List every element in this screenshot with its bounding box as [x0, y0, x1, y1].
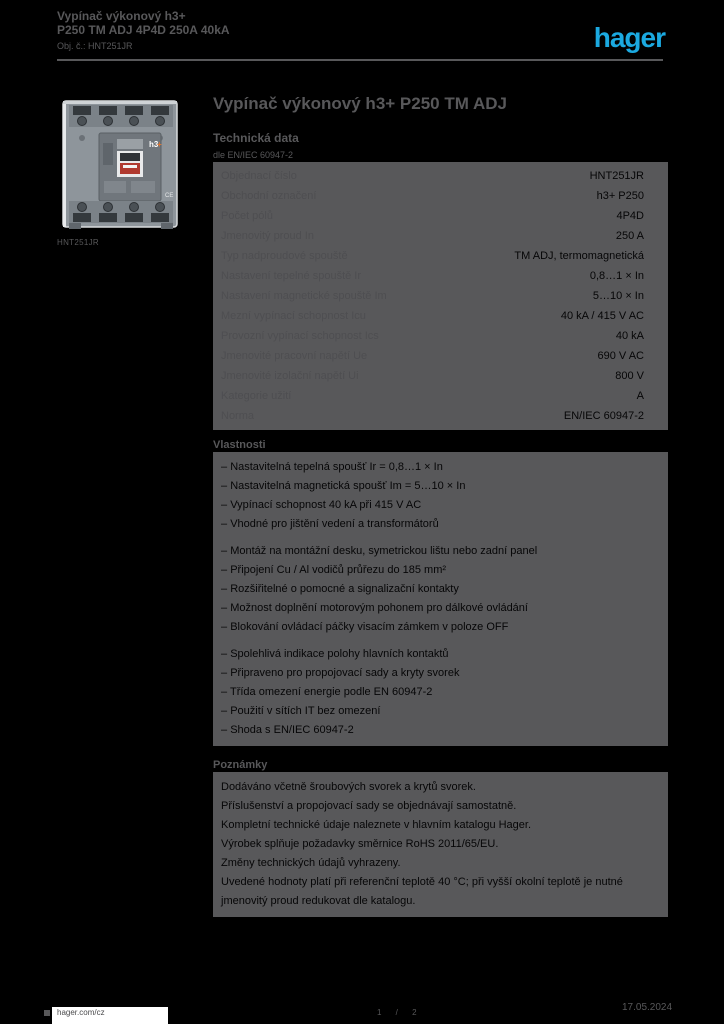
feature-item: Nastavitelná magnetická spoušť Im = 5…10…: [221, 477, 660, 496]
notes-block: Dodáváno včetně šroubových svorek a kryt…: [213, 772, 668, 917]
section-heading-notes: Poznámky: [213, 759, 268, 771]
table-row: Jmenovitý proud In 250 A: [213, 226, 668, 246]
note-line: Kompletní technické údaje naleznete v hl…: [221, 819, 532, 831]
feature-item: Spolehlivá indikace polohy hlavních kont…: [221, 645, 660, 664]
row-label: Provozní vypínací schopnost Ics: [221, 330, 379, 342]
header-product-reference: Obj. č.: HNT251JR: [57, 40, 133, 51]
note-line: Výrobek splňuje požadavky směrnice RoHS …: [221, 838, 499, 850]
row-label: Obchodní označení: [221, 190, 317, 202]
row-value: 250 A: [615, 230, 644, 242]
row-label: Typ nadproudové spouště: [221, 250, 348, 262]
row-label: Nastavení magnetické spouště Im: [221, 290, 387, 302]
feature-item: Možnost doplnění motorovým pohonem pro d…: [221, 599, 660, 618]
row-label: Jmenovitý proud In: [221, 230, 314, 242]
feature-item: Připraveno pro propojovací sady a kryty …: [221, 664, 660, 683]
row-label: Nastavení tepelné spouště Ir: [221, 270, 362, 282]
feature-group-gap: [221, 637, 660, 645]
feature-item: Blokování ovládací páčky visacím zámkem …: [221, 618, 660, 637]
footer-tick-mark: [44, 1010, 50, 1016]
row-value: 40 kA / 415 V AC: [560, 310, 644, 322]
row-label: Kategorie užití: [221, 390, 292, 402]
table-row: Kategorie užití A: [213, 386, 668, 406]
row-value: TM ADJ, termomagnetická: [514, 250, 644, 262]
row-value: 0,8…1 × In: [589, 270, 644, 282]
table-row: Jmenovité pracovní napětí Ue 690 V AC: [213, 346, 668, 366]
product-photo: h3 + CE: [57, 93, 185, 235]
hager-logo: hager: [593, 22, 666, 53]
note-line: Uvedené hodnoty platí při referenční tep…: [221, 876, 623, 907]
row-value: A: [636, 390, 644, 402]
product-photo-caption: HNT251JR: [57, 238, 99, 247]
feature-group-gap: [221, 534, 660, 542]
row-value: 4P4D: [616, 210, 644, 222]
feature-item: Vypínací schopnost 40 kA při 415 V AC: [221, 496, 660, 515]
technical-data-table: Objednací číslo HNT251JR Obchodní označen…: [213, 162, 668, 430]
row-value: 40 kA: [615, 330, 644, 342]
table-row: Obchodní označení h3+ P250: [213, 186, 668, 206]
feature-item: Rozšiřitelné o pomocné a signalizační ko…: [221, 580, 660, 599]
svg-text:+: +: [157, 140, 162, 149]
footer-date: 17.05.2024: [622, 1002, 673, 1013]
header-product-block: Vypínač výkonový h3+ P250 TM ADJ 4P4D 25…: [57, 9, 230, 51]
row-value: HNT251JR: [589, 170, 644, 182]
table-row: Jmenovité izolační napětí Ui 800 V: [213, 366, 668, 386]
row-value: 5…10 × In: [592, 290, 644, 302]
feature-item: Nastavitelná tepelná spoušť Ir = 0,8…1 ×…: [221, 458, 660, 477]
feature-item: Montáž na montážní desku, symetrickou li…: [221, 542, 660, 561]
header-divider: [57, 59, 663, 61]
header-product-name-line1: Vypínač výkonový h3+: [57, 9, 186, 23]
row-label: Mezní vypínací schopnost Icu: [221, 310, 366, 322]
feature-item: Shoda s EN/IEC 60947-2: [221, 721, 660, 740]
table-row: Mezní vypínací schopnost Icu 40 kA / 415 …: [213, 306, 668, 326]
page-title: Vypínač výkonový h3+ P250 TM ADJ: [213, 94, 507, 113]
section-heading-features: Vlastnosti: [213, 439, 266, 451]
svg-text:CE: CE: [165, 193, 173, 199]
header-product-name-line2: P250 TM ADJ 4P4D 250A 40kA: [57, 22, 230, 37]
row-value: h3+ P250: [596, 190, 644, 202]
feature-item: Vhodné pro jištění vedení a transformáto…: [221, 515, 660, 534]
row-label: Počet pólů: [221, 210, 273, 222]
note-line: Příslušenství a propojovací sady se obje…: [221, 800, 517, 812]
row-label: Norma: [221, 410, 255, 422]
table-row: Norma EN/IEC 60947-2: [213, 406, 668, 426]
row-label: Jmenovité izolační napětí Ui: [221, 370, 359, 382]
feature-item: Použití v sítích IT bez omezení: [221, 702, 660, 721]
footer-website-link[interactable]: hager.com/cz: [52, 1007, 168, 1024]
table-row: Počet pólů 4P4D: [213, 206, 668, 226]
row-value: EN/IEC 60947-2: [563, 410, 644, 422]
table-row: Objednací číslo HNT251JR: [213, 166, 668, 186]
features-list: Nastavitelná tepelná spoušť Ir = 0,8…1 ×…: [213, 452, 668, 746]
section-subheading-standard: dle EN/IEC 60947-2: [213, 150, 294, 160]
feature-item: Připojení Cu / Al vodičů průřezu do 185 …: [221, 561, 660, 580]
note-line: Dodáváno včetně šroubových svorek a kryt…: [221, 781, 476, 793]
section-heading-technical-data: Technická data: [213, 131, 299, 145]
mccb-breaker-illustration: h3 + CE: [62, 100, 178, 229]
row-value: 800 V: [615, 370, 644, 382]
row-label: Jmenovité pracovní napětí Ue: [221, 350, 368, 362]
row-label: Objednací číslo: [221, 170, 297, 182]
svg-text:h3: h3: [149, 140, 159, 149]
feature-item: Třída omezení energie podle EN 60947-2: [221, 683, 660, 702]
table-row: Provozní vypínací schopnost Ics 40 kA: [213, 326, 668, 346]
footer-page-indicator: 1 / 2: [377, 1008, 417, 1017]
row-value: 690 V AC: [597, 350, 644, 362]
table-row: Nastavení tepelné spouště Ir 0,8…1 × In: [213, 266, 668, 286]
table-row: Nastavení magnetické spouště Im 5…10 × In: [213, 286, 668, 306]
note-line: Změny technických údajů vyhrazeny.: [221, 857, 401, 869]
table-row: Typ nadproudové spouště TM ADJ, termomagn…: [213, 246, 668, 266]
